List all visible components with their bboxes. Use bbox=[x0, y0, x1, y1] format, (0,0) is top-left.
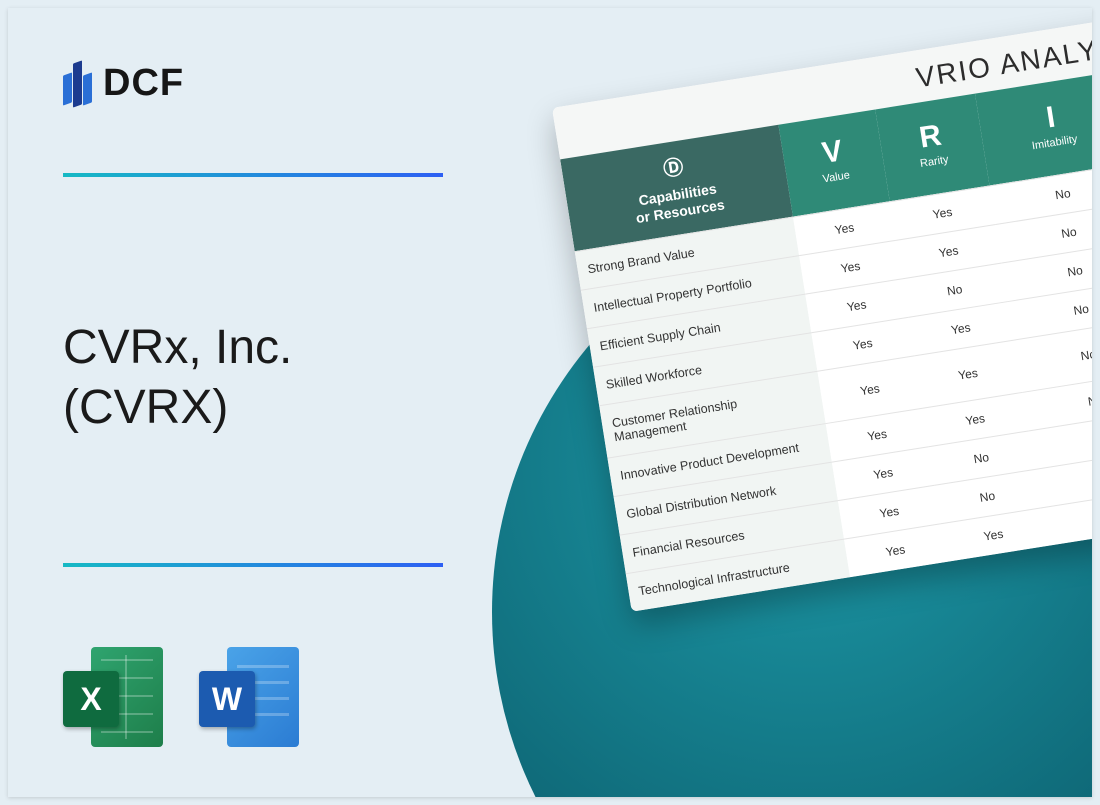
vrio-card: VRIO ANALYSIS Ⓓ Capabilities or Resource… bbox=[552, 8, 1092, 611]
page-title: CVRx, Inc. (CVRX) bbox=[63, 318, 292, 438]
divider-top bbox=[63, 173, 443, 177]
excel-icon[interactable]: X bbox=[63, 647, 163, 747]
lightbulb-icon: Ⓓ bbox=[661, 150, 685, 182]
title-line-2: (CVRX) bbox=[63, 381, 228, 434]
vrio-col-v: V Value bbox=[778, 109, 889, 216]
file-icons: X W bbox=[63, 647, 299, 747]
title-line-1: CVRx, Inc. bbox=[63, 321, 292, 374]
divider-bottom bbox=[63, 563, 443, 567]
brand-logo: DCF bbox=[63, 56, 184, 111]
word-badge: W bbox=[199, 671, 255, 727]
hero-card: DCF CVRx, Inc. (CVRX) X W VRIO ANALYSIS … bbox=[8, 8, 1092, 797]
brand-name: DCF bbox=[103, 62, 184, 105]
vrio-col-r: R Rarity bbox=[875, 94, 989, 202]
excel-badge: X bbox=[63, 671, 119, 727]
word-icon[interactable]: W bbox=[199, 647, 299, 747]
brand-logo-icon bbox=[63, 56, 93, 111]
